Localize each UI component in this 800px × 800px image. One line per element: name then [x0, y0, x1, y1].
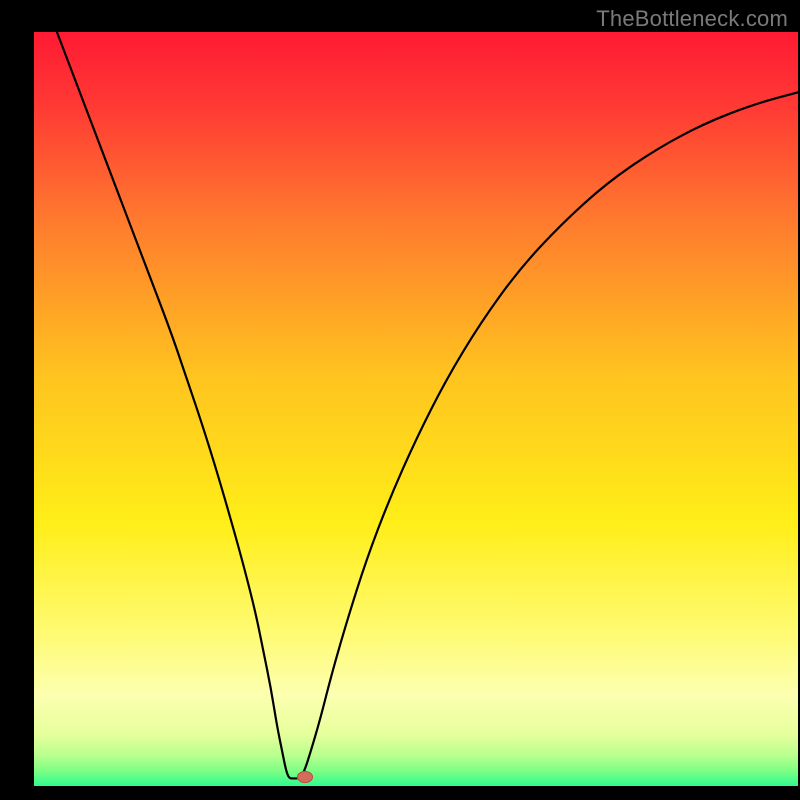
chart-plot-area [34, 32, 798, 786]
watermark-text: TheBottleneck.com [596, 6, 788, 32]
chart-border-left [0, 0, 34, 800]
chart-border-bottom [0, 786, 800, 800]
chart-background-gradient [34, 32, 798, 786]
optimal-point-marker [297, 771, 313, 783]
